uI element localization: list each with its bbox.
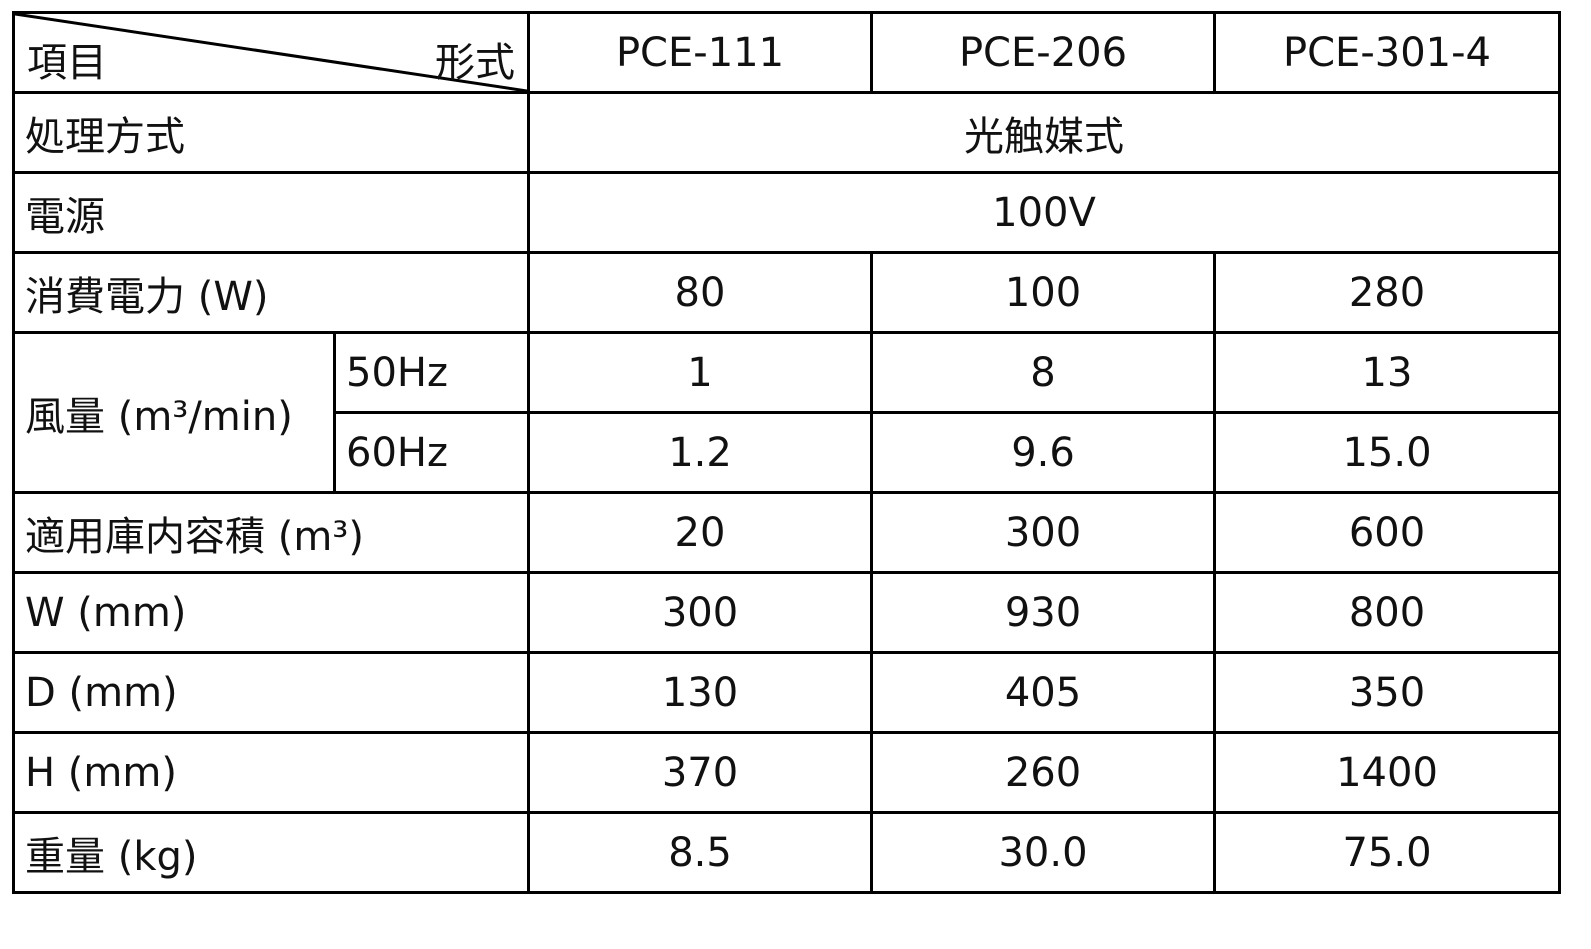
cell: 600 [1213, 491, 1561, 574]
sub-label: 60Hz [333, 411, 530, 494]
row-label: H (mm) [12, 731, 530, 814]
cell: 130 [527, 651, 873, 734]
cell: 260 [870, 731, 1216, 814]
corner-left: 項目 [27, 40, 107, 86]
cell: 100V [527, 171, 1561, 254]
cell: 300 [870, 491, 1216, 574]
diagonal [15, 14, 527, 91]
row: H (mm) 370 260 1400 [12, 731, 1561, 814]
cell: 光触媒式 [527, 91, 1561, 174]
cell: 370 [527, 731, 873, 814]
row-label: W (mm) [12, 571, 530, 654]
row: D (mm) 130 405 350 [12, 651, 1561, 734]
cell: 15.0 [1213, 411, 1561, 494]
table-body: 項目 形式 PCE-111 PCE-206 PCE-301-4 処理方式 光触媒式 電源… [12, 11, 1561, 894]
row: 重量 (kg) 8.5 30.0 75.0 [12, 811, 1561, 894]
row: 適用庫内容積 (m³) 20 300 600 [12, 491, 1561, 574]
row-label: 適用庫内容積 (m³) [12, 491, 530, 574]
corner-right: 形式 [435, 40, 515, 86]
cell: 280 [1213, 251, 1561, 334]
cell: 350 [1213, 651, 1561, 734]
row-label: D (mm) [12, 651, 530, 734]
cell: 9.6 [870, 411, 1216, 494]
row: 60Hz 1.2 9.6 15.0 [14, 411, 1561, 494]
sub-label: 50Hz [333, 331, 530, 414]
row: 処理方式 光触媒式 [12, 91, 1561, 174]
row-label: 処理方式 [12, 91, 530, 174]
cell: 20 [527, 491, 873, 574]
row: W (mm) 300 930 800 [12, 571, 1561, 654]
model-header: PCE-206 [870, 11, 1216, 94]
cell: 80 [527, 251, 873, 334]
row-label: 消費電力 (W) [12, 251, 530, 334]
header-row: 項目 形式 PCE-111 PCE-206 PCE-301-4 [12, 11, 1561, 94]
spec-table: 項目 形式 PCE-111 PCE-206 PCE-301-4 処理方式 光触媒式 電源… [12, 11, 1561, 894]
cell: 405 [870, 651, 1216, 734]
row-label: 重量 (kg) [12, 811, 530, 894]
cell: 930 [870, 571, 1216, 654]
row-label: 風量 (m³/min) [12, 331, 336, 494]
model-header: PCE-301-4 [1213, 11, 1561, 94]
cell: 1400 [1213, 731, 1561, 814]
cell: 100 [870, 251, 1216, 334]
cell: 1 [527, 331, 873, 414]
corner-cell: 項目 形式 [12, 11, 530, 94]
row-label: 電源 [12, 171, 530, 254]
row: 風量 (m³/min) 50Hz 1 8 13 [12, 331, 1561, 494]
cell: 8.5 [527, 811, 873, 894]
cell: 300 [527, 571, 873, 654]
cell: 13 [1213, 331, 1561, 414]
row: 電源 100V [12, 171, 1561, 254]
cell: 1.2 [527, 411, 873, 494]
cell: 30.0 [870, 811, 1216, 894]
cell: 75.0 [1213, 811, 1561, 894]
cell: 800 [1213, 571, 1561, 654]
row: 消費電力 (W) 80 100 280 [12, 251, 1561, 334]
cell: 8 [870, 331, 1216, 414]
model-header: PCE-111 [527, 11, 873, 94]
